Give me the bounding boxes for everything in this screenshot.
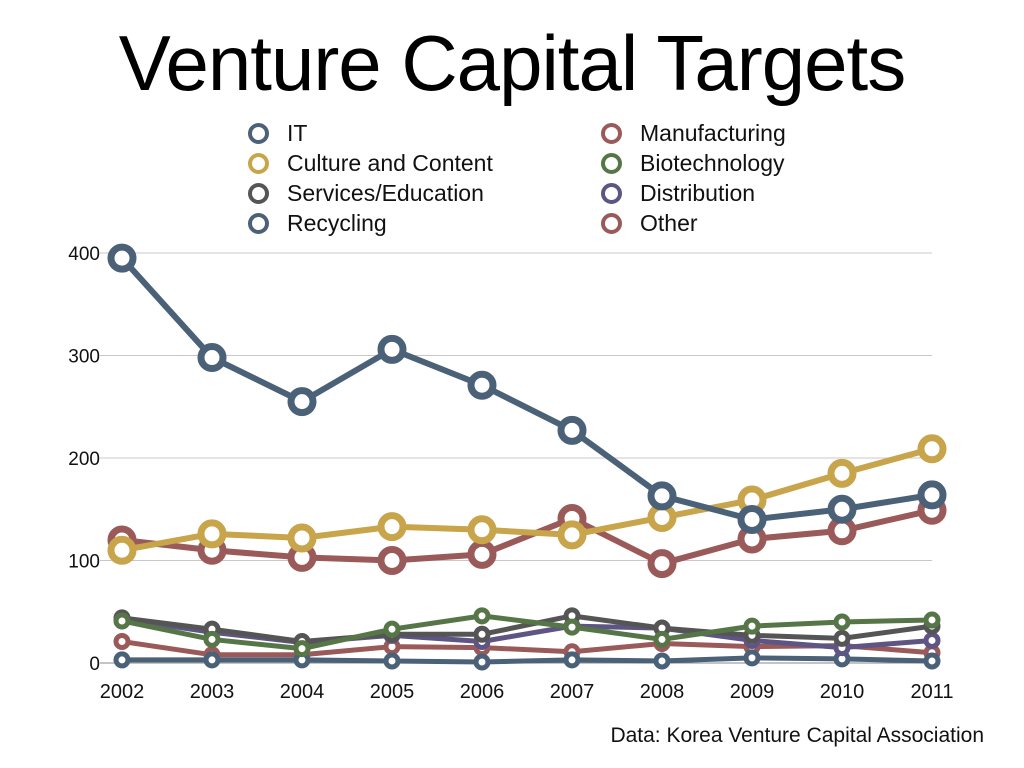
legend-label-recycling: Recycling — [287, 209, 387, 236]
data-point-other — [113, 632, 131, 650]
legend-item-manufacturing: Manufacturing — [601, 118, 786, 148]
legend-marker-culture — [248, 152, 269, 174]
data-point-biotechnology — [653, 630, 671, 648]
legend-marker-recycling — [248, 212, 269, 234]
legend-marker-biotech — [601, 152, 622, 174]
data-point-recycling — [473, 653, 491, 671]
data-point-biotechnology — [473, 607, 491, 625]
data-point-recycling — [743, 649, 761, 667]
legend-item-distribution: Distribution — [601, 178, 755, 208]
series-line-biotechnology — [121, 613, 933, 652]
data-point-distribution — [923, 631, 941, 649]
legend-label-other: Other — [640, 209, 698, 236]
y-tick-label: 400 — [68, 244, 100, 265]
y-tick-label: 0 — [89, 654, 100, 675]
data-point-it — [287, 387, 317, 417]
x-tick-label: 2010 — [820, 681, 865, 703]
legend-item-biotech: Biotechnology — [601, 148, 785, 178]
data-point-culture-and-content — [197, 519, 227, 549]
legend-item-culture: Culture and Content — [248, 148, 493, 178]
legend-marker-other — [601, 212, 622, 234]
x-tick-label: 2002 — [100, 681, 145, 703]
x-tick-label: 2006 — [460, 681, 505, 703]
legend-marker-distribution — [601, 182, 622, 204]
x-tick-label: 2004 — [280, 681, 325, 703]
data-point-biotechnology — [293, 640, 311, 658]
y-tick-label: 100 — [68, 552, 100, 573]
series-line-manufacturing — [121, 507, 933, 567]
y-tick-label: 200 — [68, 449, 100, 470]
legend-marker-manufacturing — [601, 122, 622, 144]
x-tick-label: 2011 — [910, 681, 953, 703]
data-point-recycling — [203, 651, 221, 669]
data-point-recycling — [113, 651, 131, 669]
data-point-it — [107, 243, 137, 273]
x-tick-label: 2007 — [550, 681, 595, 703]
data-point-biotechnology — [203, 630, 221, 648]
legend-label-manufacturing: Manufacturing — [640, 119, 786, 146]
data-point-it — [647, 481, 677, 511]
data-point-culture-and-content — [827, 458, 857, 488]
series-line-recycling — [122, 655, 933, 665]
legend-label-it: IT — [287, 119, 308, 146]
x-tick-label: 2008 — [640, 681, 685, 703]
data-point-culture-and-content — [377, 512, 407, 542]
data-point-culture-and-content — [467, 515, 497, 545]
data-point-it — [557, 415, 587, 445]
data-point-recycling — [923, 652, 941, 670]
data-point-it — [377, 334, 407, 364]
legend-item-it: IT — [248, 118, 307, 148]
data-point-culture-and-content — [917, 434, 947, 464]
legend-item-other: Other — [601, 208, 698, 238]
data-source: Data: Korea Venture Capital Association — [610, 724, 984, 747]
x-tick-label: 2005 — [370, 681, 415, 703]
legend-marker-it — [248, 122, 269, 144]
legend-label-culture: Culture and Content — [287, 149, 493, 176]
data-point-biotechnology — [383, 620, 401, 638]
x-tick-label: 2009 — [730, 681, 775, 703]
legend-marker-services — [248, 182, 269, 204]
data-point-it — [737, 505, 767, 534]
data-point-it — [917, 480, 947, 510]
data-point-manufacturing — [647, 549, 677, 579]
data-point-it — [197, 343, 227, 373]
y-tick-label: 300 — [68, 347, 100, 368]
legend: IT Manufacturing Culture and Content Bio… — [248, 118, 848, 238]
data-point-biotechnology — [743, 617, 761, 635]
data-point-biotechnology — [113, 612, 131, 630]
legend-item-recycling: Recycling — [248, 208, 387, 238]
data-point-biotechnology — [923, 611, 941, 629]
data-point-it — [827, 494, 857, 524]
legend-item-services: Services/Education — [248, 178, 484, 208]
series-line-it — [119, 256, 933, 523]
data-point-recycling — [563, 651, 581, 669]
x-tick-label: 2003 — [190, 681, 235, 703]
data-point-manufacturing — [467, 539, 497, 569]
data-point-biotechnology — [833, 613, 851, 631]
legend-label-distribution: Distribution — [640, 179, 756, 206]
data-point-culture-and-content — [557, 520, 587, 550]
data-point-recycling — [383, 652, 401, 670]
data-point-recycling — [653, 652, 671, 670]
data-point-manufacturing — [377, 546, 407, 575]
series-line-services-education — [121, 613, 933, 644]
data-point-services-education — [833, 629, 851, 647]
data-point-culture-and-content — [287, 523, 317, 553]
data-point-culture-and-content — [107, 535, 137, 565]
legend-label-services: Services/Education — [287, 179, 484, 206]
series-line-culture-and-content — [121, 445, 933, 554]
data-point-it — [467, 370, 497, 400]
data-point-biotechnology — [563, 618, 581, 636]
data-point-services-education — [473, 625, 491, 643]
legend-label-biotech: Biotechnology — [640, 149, 785, 176]
chart-title: Venture Capital Targets — [118, 19, 906, 107]
